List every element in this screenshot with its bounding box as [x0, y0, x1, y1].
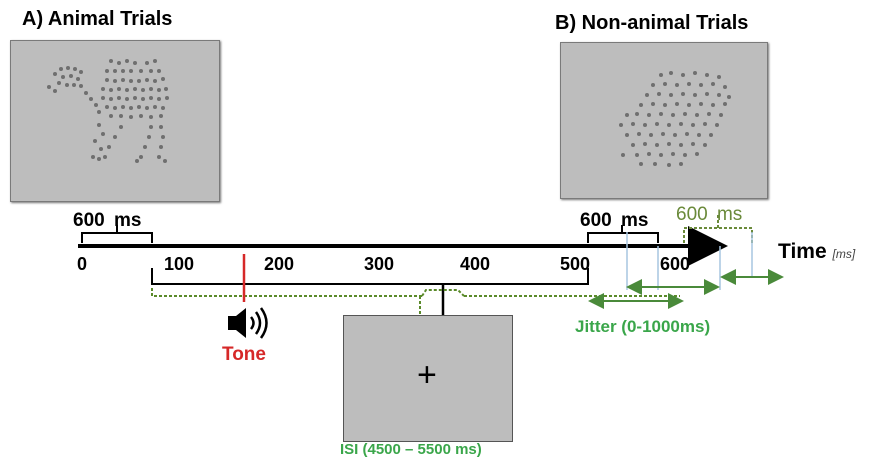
tick-label-200: 200	[264, 254, 295, 274]
tick-label-400: 400	[460, 254, 491, 274]
panel-a-title: A) Animal Trials	[22, 8, 173, 30]
fixation-cross: +	[417, 356, 437, 394]
isi-bracket	[151, 268, 589, 285]
tick-label-0: 0	[77, 254, 88, 274]
non-animal-dot-pattern	[619, 71, 731, 167]
tick-label-600: 600	[660, 254, 691, 274]
speaker-icon	[228, 307, 268, 339]
non-animal-stimulus-image	[560, 42, 768, 199]
isi-fixation-screen: +	[343, 315, 513, 442]
animal-stimulus-image	[10, 40, 220, 202]
duration-label-a: 600 ms	[73, 210, 142, 231]
isi-jitter-dotted-bracket	[151, 288, 680, 297]
duration-label-b: 600 ms	[580, 210, 649, 231]
duration-bracket-c	[683, 227, 753, 243]
isi-label: ISI (4500 – 5500 ms)	[340, 441, 482, 458]
tick-label-300: 300	[364, 254, 395, 274]
time-axis-label: Time [ms]	[778, 240, 856, 263]
duration-bracket-a	[81, 232, 153, 243]
tick-label-100: 100	[164, 254, 195, 274]
duration-bracket-b	[587, 232, 659, 243]
animal-dot-pattern	[47, 59, 169, 163]
tick-label-500: 500	[560, 254, 591, 274]
tone-label: Tone	[222, 344, 266, 365]
panel-b-title: B) Non-animal Trials	[555, 12, 749, 34]
time-axis-unit: [ms]	[832, 247, 856, 261]
jitter-label: Jitter (0-1000ms)	[575, 317, 711, 336]
duration-label-c: 600 ms	[676, 204, 743, 225]
